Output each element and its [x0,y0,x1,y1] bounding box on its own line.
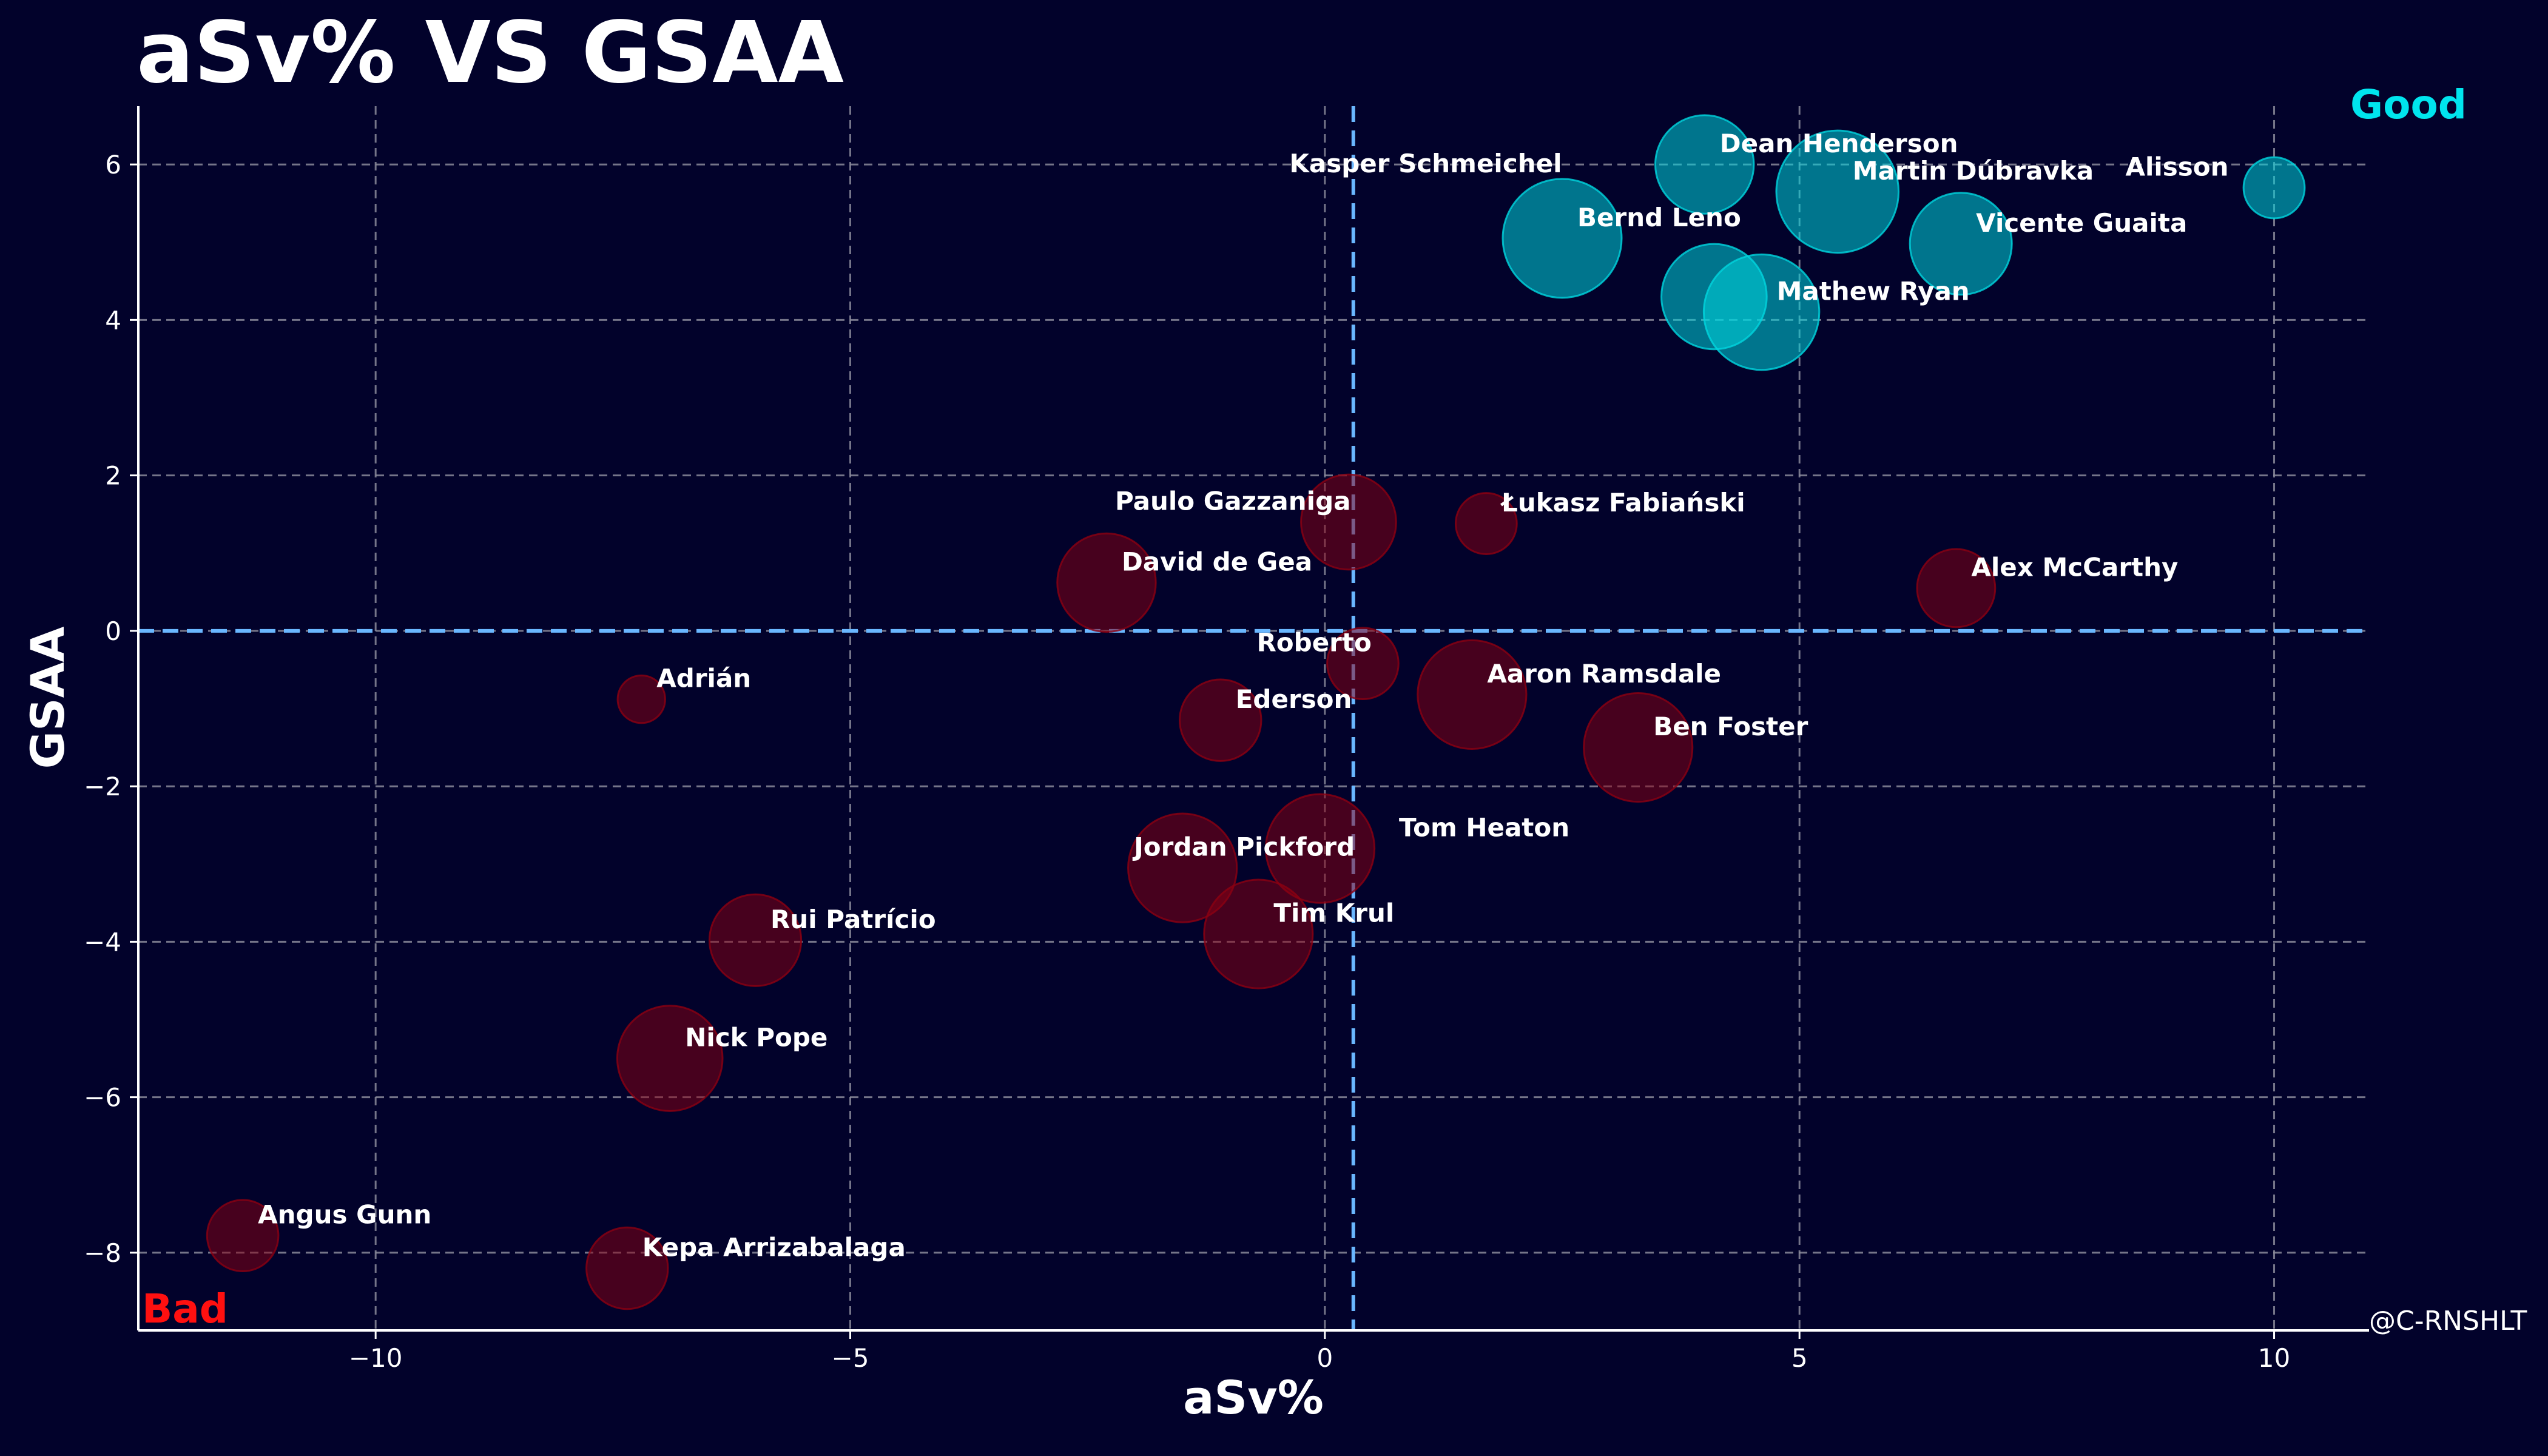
data-point-4 [1909,192,2013,296]
data-point-12 [616,674,666,724]
data-point-11 [1326,627,1400,700]
data-point-2 [2242,156,2306,220]
y-tick-label-5: 2 [105,461,121,491]
point-label-13: Aaron Ramsdale [1487,659,1721,689]
data-point-16 [1264,793,1376,904]
point-label-22: Kepa Arrizabalaga [642,1232,906,1262]
data-point-10 [1916,548,1997,629]
axes [130,106,2369,1339]
data-point-22 [585,1226,669,1310]
quadrant-label-good: Good [2350,81,2467,128]
point-label-5: Kasper Schmeichel [1289,149,1562,178]
x-axis-label: aSv% [1183,1370,1324,1424]
data-point-9 [1056,532,1157,633]
data-point-1 [1775,129,1900,254]
x-tick-label-1: −5 [832,1343,869,1373]
x-tick-label-0: −10 [349,1343,403,1373]
reference-lines [138,106,2369,1330]
data-point-21 [206,1199,280,1272]
point-label-1: Martin Dúbravka [1853,156,2094,186]
point-label-17: Jordan Pickford [1132,832,1355,862]
data-point-8 [1454,492,1518,555]
data-point-17 [1127,812,1238,923]
point-label-12: Adrián [656,664,751,693]
point-label-6: Mathew Ryan [1777,277,1970,306]
point-label-7: Paulo Gazzaniga [1115,486,1351,516]
data-point-7 [1300,473,1397,571]
tick-labels: −10 −5 0 5 10 −8 −6 −4 −2 0 2 4 6 [84,150,2290,1373]
data-point-3 [1502,178,1623,299]
point-label-10: Alex McCarthy [1971,552,2178,582]
point-label-4: Vicente Guaita [1976,208,2187,238]
y-tick-label-6: 4 [105,305,121,335]
point-label-8: Łukasz Fabiański [1500,488,1745,517]
x-tick-label-2: 0 [1316,1343,1333,1373]
point-label-15: Ben Foster [1653,712,1808,741]
y-tick-label-7: 6 [105,150,121,180]
quadrant-label-bad: Bad [142,1286,228,1332]
point-label-0: Dean Henderson [1720,129,1958,158]
y-tick-label-3: −2 [84,772,121,801]
chart-title: aSv% VS GSAA [136,4,844,103]
data-points [206,114,2306,1310]
point-label-18: Tim Krul [1273,898,1394,928]
data-point-0 [1654,114,1755,215]
point-label-9: David de Gea [1122,547,1312,576]
point-label-21: Angus Gunn [258,1200,431,1230]
point-label-11: Roberto [1256,628,1371,658]
point-label-16: Tom Heaton [1399,813,1569,843]
y-tick-label-0: −8 [84,1238,121,1268]
credit-label: @C-RNSHLT [2369,1306,2527,1336]
point-label-19: Rui Patrício [770,905,936,934]
point-label-3: Bernd Leno [1577,203,1741,232]
y-tick-label-2: −4 [84,927,121,957]
y-tick-label-1: −6 [84,1083,121,1113]
data-point-15 [1583,692,1694,803]
data-point-19 [708,893,803,987]
y-axis-label: GSAA [21,626,75,769]
x-tick-label-4: 10 [2258,1343,2290,1373]
point-label-2: Alisson [2126,152,2229,182]
y-tick-label-4: 0 [105,616,121,646]
data-point-14 [1179,678,1262,762]
data-point-6 [1702,253,1821,371]
point-label-20: Nick Pope [685,1023,827,1053]
data-point-18 [1203,878,1314,989]
data-point-13 [1417,639,1528,750]
data-point-20 [616,1005,724,1112]
x-tick-label-3: 5 [1791,1343,1808,1373]
point-label-14: Ederson [1236,684,1352,714]
